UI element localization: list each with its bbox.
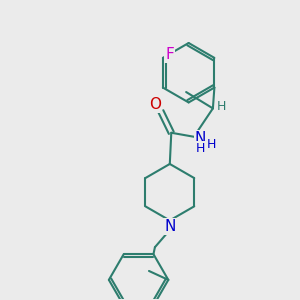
Text: F: F: [165, 47, 174, 62]
Text: H: H: [207, 138, 216, 151]
Text: N: N: [194, 130, 206, 146]
Text: O: O: [149, 97, 161, 112]
Text: H: H: [195, 142, 205, 155]
Text: N: N: [164, 219, 176, 234]
Text: H: H: [217, 100, 226, 113]
